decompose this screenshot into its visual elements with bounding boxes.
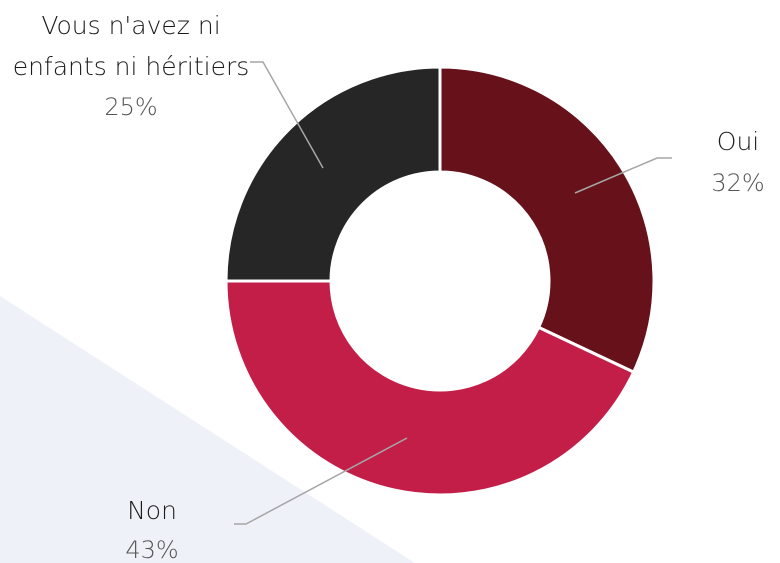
slice-label-heritiers-line1: Vous n'avez ni xyxy=(41,11,220,40)
leader-line-heritiers xyxy=(250,61,324,169)
slice-non xyxy=(224,279,636,497)
slice-heritiers xyxy=(224,65,442,283)
slice-value-heritiers: 25% xyxy=(104,93,157,121)
leader-line-non xyxy=(234,437,408,525)
slice-oui xyxy=(438,65,656,375)
slice-label-non: Non xyxy=(127,496,177,525)
slice-value-oui: 32% xyxy=(711,169,764,197)
slice-label-oui: Oui xyxy=(717,127,759,156)
slice-value-non: 43% xyxy=(125,536,178,563)
leader-line-oui xyxy=(574,157,672,194)
chart-slices xyxy=(224,65,656,497)
background-shape xyxy=(0,296,415,563)
slice-label-heritiers-line2: enfants ni héritiers xyxy=(13,52,250,81)
